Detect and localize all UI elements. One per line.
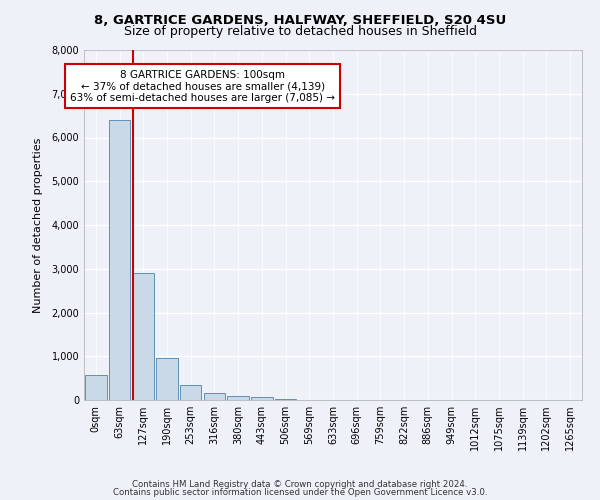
Bar bbox=[109, 120, 130, 400]
Bar bbox=[251, 396, 272, 400]
Y-axis label: Number of detached properties: Number of detached properties bbox=[33, 138, 43, 312]
Text: 8 GARTRICE GARDENS: 100sqm
← 37% of detached houses are smaller (4,139)
63% of s: 8 GARTRICE GARDENS: 100sqm ← 37% of deta… bbox=[70, 70, 335, 103]
Bar bbox=[204, 393, 225, 400]
Text: Contains public sector information licensed under the Open Government Licence v3: Contains public sector information licen… bbox=[113, 488, 487, 497]
Bar bbox=[85, 374, 107, 400]
Bar bbox=[133, 273, 154, 400]
Bar bbox=[157, 358, 178, 400]
Bar bbox=[227, 396, 249, 400]
Text: 8, GARTRICE GARDENS, HALFWAY, SHEFFIELD, S20 4SU: 8, GARTRICE GARDENS, HALFWAY, SHEFFIELD,… bbox=[94, 14, 506, 27]
Bar bbox=[275, 398, 296, 400]
Text: Contains HM Land Registry data © Crown copyright and database right 2024.: Contains HM Land Registry data © Crown c… bbox=[132, 480, 468, 489]
Bar bbox=[180, 384, 202, 400]
Text: Size of property relative to detached houses in Sheffield: Size of property relative to detached ho… bbox=[124, 25, 476, 38]
